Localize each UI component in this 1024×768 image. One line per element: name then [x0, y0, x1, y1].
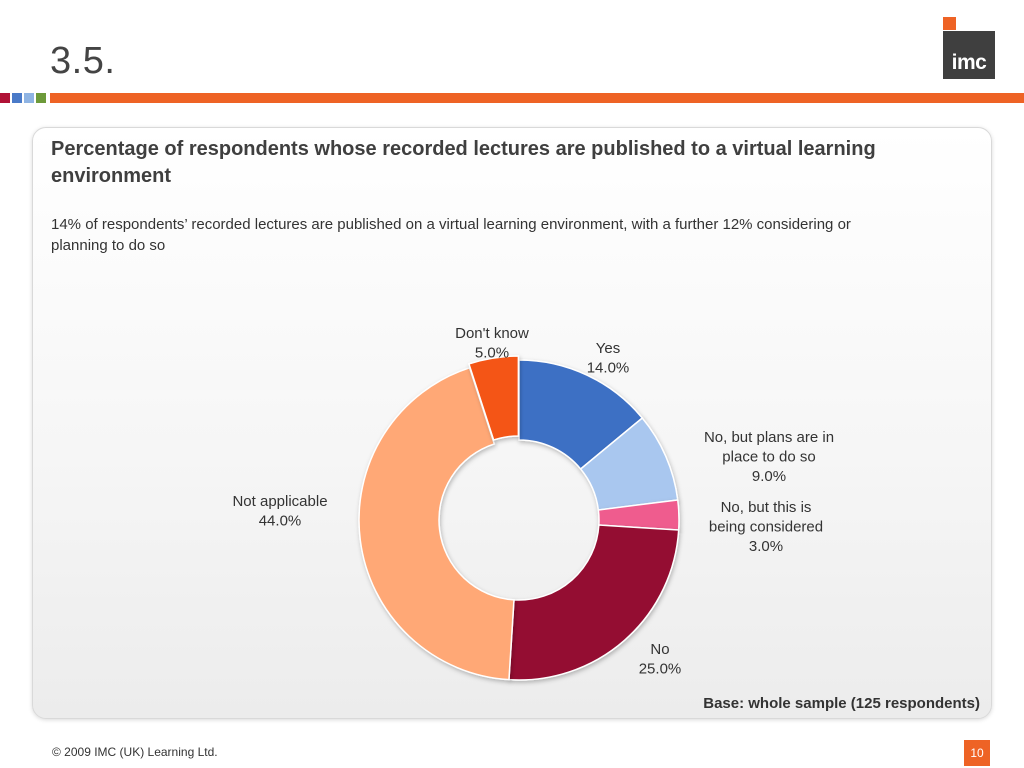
decor-square-3: [24, 93, 34, 103]
imc-logo: imc: [943, 17, 995, 79]
decor-square-1: [0, 93, 10, 103]
slide-title: 3.5.: [50, 40, 116, 82]
donut-slice-don-t-know: [467, 355, 520, 441]
header-rule: [50, 93, 1024, 103]
logo-accent-square: [943, 17, 956, 30]
base-note: Base: whole sample (125 respondents): [703, 695, 980, 712]
slice-label-no-but-this-is-being-considered: No, but this is being considered 3.0%: [709, 499, 823, 555]
decor-square-2: [12, 93, 22, 103]
chart-heading: Percentage of respondents whose recorded…: [51, 138, 876, 187]
decor-squares: [0, 93, 46, 103]
slice-label-no: No 25.0%: [639, 641, 682, 678]
slice-label-don-t-know: Don't know 5.0%: [455, 325, 529, 362]
footer-copyright: © 2009 IMC (UK) Learning Ltd.: [52, 745, 218, 759]
slice-label-no-but-plans-are-in-place-to-do-so: No, but plans are in place to do so 9.0%: [704, 429, 834, 485]
decor-square-4: [36, 93, 46, 103]
chart-summary: 14% of respondents’ recorded lectures ar…: [51, 216, 851, 254]
slice-label-not-applicable: Not applicable 44.0%: [232, 493, 327, 530]
page-number: 10: [964, 740, 990, 766]
logo-text: imc: [943, 31, 995, 79]
slice-label-yes: Yes 14.0%: [587, 340, 630, 377]
donut-slice-not-applicable: [358, 366, 515, 681]
donut-slice-no: [508, 524, 680, 681]
